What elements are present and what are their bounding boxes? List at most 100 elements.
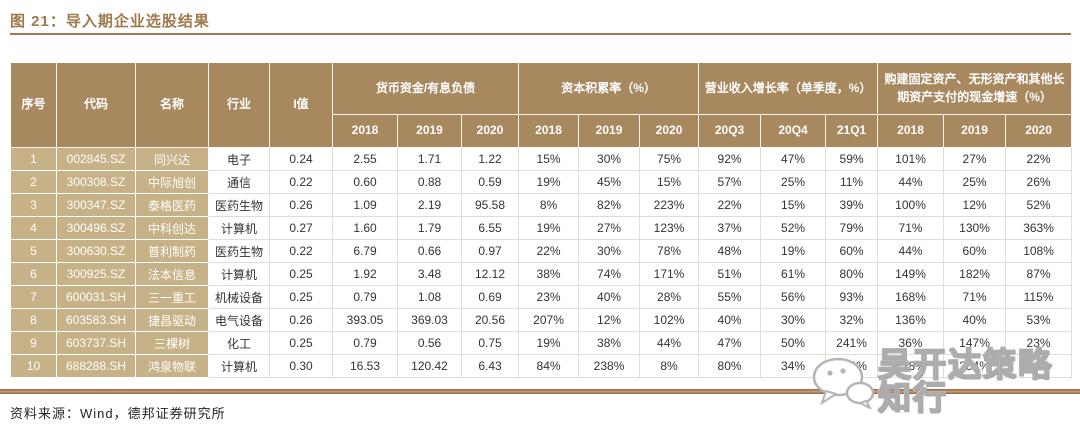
table-cell: 1 bbox=[10, 147, 57, 171]
table-header: 序号 代码 名称 行业 I值 货币资金/有息负债 资本积累率（%） 营业收入增长… bbox=[10, 62, 1073, 148]
table-cell: 47% bbox=[760, 147, 827, 171]
table-cell: 19% bbox=[518, 170, 580, 194]
table-cell: 1.92 bbox=[332, 262, 398, 286]
table-row: 2 300308.SZ 中际旭创 通信 0.22 0.60 0.88 0.59 19% 45% 15… bbox=[10, 170, 1073, 194]
table-cell: 40% bbox=[943, 308, 1007, 332]
table-cell: 计算机 bbox=[208, 216, 270, 240]
table-cell: 4 bbox=[10, 216, 57, 240]
group-header-capital-accumulation: 资本积累率（%） bbox=[518, 62, 700, 115]
table-cell: 38% bbox=[578, 331, 641, 355]
sub-header-year: 2018 bbox=[518, 114, 580, 148]
table-cell: 计算机 bbox=[208, 262, 270, 286]
table-body: 1 002845.SZ 同兴达 电子 0.24 2.55 1.71 1.22 15% 30% 75%… bbox=[10, 147, 1073, 378]
table-cell: 7 bbox=[10, 285, 57, 309]
stock-selection-table: 序号 代码 名称 行业 I值 货币资金/有息负债 资本积累率（%） 营业收入增长… bbox=[10, 62, 1073, 378]
table-cell: 22% bbox=[518, 239, 580, 263]
table-cell: 机械设备 bbox=[208, 285, 270, 309]
table-cell: 136% bbox=[877, 308, 945, 332]
table-cell: 44% bbox=[877, 239, 945, 263]
table-row: 6 300925.SZ 法本信息 计算机 0.25 1.92 3.48 12.12 38% 74%… bbox=[10, 262, 1073, 286]
table-cell: 0.59 bbox=[460, 170, 520, 194]
table-cell: 51% bbox=[698, 262, 762, 286]
table-row: 5 300630.SZ 普利制药 医药生物 0.22 6.79 0.66 0.97 22% 30%… bbox=[10, 239, 1073, 263]
table-cell: 80% bbox=[825, 262, 879, 286]
table-cell: 128% bbox=[877, 354, 945, 378]
table-cell: 12% bbox=[578, 308, 641, 332]
table-cell: 2.19 bbox=[397, 193, 462, 217]
table-cell: 23% bbox=[518, 285, 580, 309]
table-cell: 3 bbox=[10, 193, 57, 217]
sub-header-year: 2020 bbox=[460, 114, 520, 148]
table-cell: 9 bbox=[10, 331, 57, 355]
sub-header-quarter: 21Q1 bbox=[825, 114, 879, 148]
table-cell: 0.25 bbox=[269, 285, 333, 309]
table-cell: 32% bbox=[825, 308, 879, 332]
table-cell: 25% bbox=[760, 170, 827, 194]
table-cell: 2 bbox=[10, 170, 57, 194]
table-row: 3 300347.SZ 泰格医药 医药生物 0.26 1.09 2.19 95.58 8% 82%… bbox=[10, 193, 1073, 217]
table-cell: 15% bbox=[760, 193, 827, 217]
table-cell: 44% bbox=[877, 170, 945, 194]
table-cell: 三棵树 bbox=[135, 331, 209, 355]
table-cell: 37% bbox=[698, 216, 762, 240]
table-cell: 50% bbox=[760, 331, 827, 355]
table-cell: 2.55 bbox=[332, 147, 398, 171]
table-cell: 300308.SZ bbox=[56, 170, 136, 194]
table-cell: 40% bbox=[578, 285, 641, 309]
col-header-ivalue: I值 bbox=[269, 62, 333, 148]
table-row: 9 603737.SH 三棵树 化工 0.25 0.79 0.56 0.75 19% 38% 44%… bbox=[10, 331, 1073, 355]
sub-header-year: 2019 bbox=[943, 114, 1007, 148]
table-cell: 603737.SH bbox=[56, 331, 136, 355]
table-cell: 92% bbox=[698, 147, 762, 171]
table-cell: 241% bbox=[825, 331, 879, 355]
table-cell: 19% bbox=[518, 216, 580, 240]
table-cell: 207% bbox=[518, 308, 580, 332]
table-cell: 102% bbox=[639, 308, 700, 332]
table-cell: 171% bbox=[639, 262, 700, 286]
table-cell: 369.03 bbox=[397, 308, 462, 332]
table-cell: 71% bbox=[943, 285, 1007, 309]
table-cell: 医药生物 bbox=[208, 239, 270, 263]
table-cell: 45% bbox=[578, 170, 641, 194]
sub-header-year: 2020 bbox=[639, 114, 700, 148]
table-cell: 22% bbox=[698, 193, 762, 217]
table-cell: 002845.SZ bbox=[56, 147, 136, 171]
table-cell: 300496.SZ bbox=[56, 216, 136, 240]
table-cell: 48% bbox=[698, 239, 762, 263]
table-row: 10 688288.SH 鸿泉物联 计算机 0.30 16.53 120.42 6.43 84%… bbox=[10, 354, 1073, 378]
table-cell: 56% bbox=[760, 285, 827, 309]
table-cell: 15% bbox=[639, 170, 700, 194]
table-cell: 15% bbox=[518, 147, 580, 171]
group-header-capex-cash-growth: 购建固定资产、无形资产和其他长期资产支付的现金增速（%） bbox=[877, 62, 1073, 115]
table-row: 7 600031.SH 三一重工 机械设备 0.25 0.79 1.08 0.69 23% 40%… bbox=[10, 285, 1073, 309]
table-cell: 101% bbox=[877, 147, 945, 171]
table-cell: 1.60 bbox=[332, 216, 398, 240]
table-cell: 393.05 bbox=[332, 308, 398, 332]
table-row: 4 300496.SZ 中科创达 计算机 0.27 1.60 1.79 6.55 19% 27% 1… bbox=[10, 216, 1073, 240]
table-row: 8 603583.SH 捷昌驱动 电气设备 0.26 393.05 369.03 20.56 2… bbox=[10, 308, 1073, 332]
table-cell: 363% bbox=[1005, 216, 1073, 240]
table-cell: 34% bbox=[760, 354, 827, 378]
sub-header-quarter: 20Q3 bbox=[698, 114, 762, 148]
table-cell: 6.43 bbox=[460, 354, 520, 378]
watermark: 吴开达策略知行 bbox=[812, 347, 1080, 415]
table-cell: 147% bbox=[943, 331, 1007, 355]
table-cell: 0.25 bbox=[269, 262, 333, 286]
table-cell: 0.22 bbox=[269, 170, 333, 194]
bottom-divider bbox=[0, 389, 1080, 394]
col-header-name: 名称 bbox=[135, 62, 209, 148]
table-cell: 22% bbox=[1005, 147, 1073, 171]
table-cell: 30% bbox=[578, 147, 641, 171]
sub-header-year: 2019 bbox=[397, 114, 462, 148]
sub-header-year: 2018 bbox=[877, 114, 945, 148]
table-cell: 化工 bbox=[208, 331, 270, 355]
table-cell: 123% bbox=[639, 216, 700, 240]
table-cell: 普利制药 bbox=[135, 239, 209, 263]
sub-header-year: 2019 bbox=[578, 114, 641, 148]
table-cell: 27% bbox=[578, 216, 641, 240]
table-cell: 0.60 bbox=[332, 170, 398, 194]
table-cell: 75% bbox=[639, 147, 700, 171]
table-cell: 中科创达 bbox=[135, 216, 209, 240]
table-cell: 82% bbox=[578, 193, 641, 217]
table-cell: 300347.SZ bbox=[56, 193, 136, 217]
